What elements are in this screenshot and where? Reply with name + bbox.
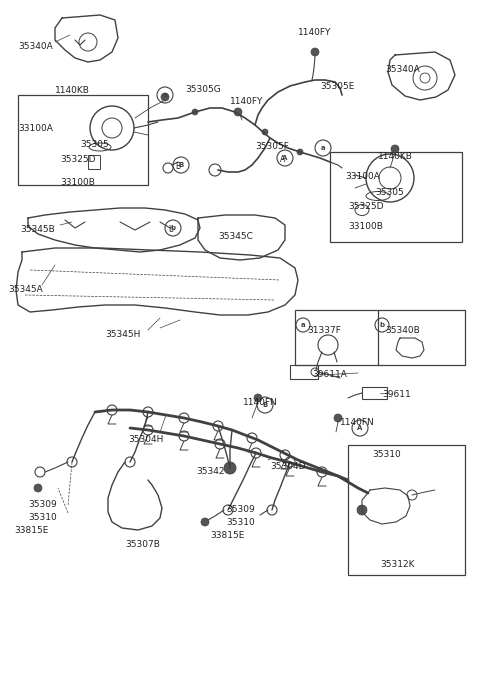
Circle shape [157,87,173,103]
Circle shape [173,157,189,173]
Circle shape [262,129,268,135]
Text: 35305F: 35305F [255,142,289,151]
Text: 1140FN: 1140FN [340,418,375,427]
Circle shape [311,48,319,56]
Bar [362,387,387,399]
Text: B: B [179,162,184,168]
Text: 35312K: 35312K [380,560,415,569]
Text: 35340A: 35340A [18,42,53,51]
Circle shape [375,318,389,332]
Text: 35310: 35310 [372,450,401,459]
Text: 35345H: 35345H [105,330,140,339]
Text: 35304H: 35304H [128,435,163,444]
Text: 35305: 35305 [375,188,404,197]
Bar [88,155,100,169]
Text: b: b [168,225,173,234]
Bar [295,310,465,365]
Text: 1140KB: 1140KB [378,152,413,161]
Bar [348,445,465,575]
Text: 1140FY: 1140FY [298,28,331,37]
Text: A: A [357,425,363,431]
Circle shape [277,150,293,166]
Text: 35345B: 35345B [20,225,55,234]
Text: 35340B: 35340B [385,326,420,335]
Text: 35305: 35305 [80,140,109,149]
Text: 33100A: 33100A [18,124,53,133]
Text: 33100B: 33100B [348,222,383,231]
Text: 33100B: 33100B [60,178,95,187]
Text: 35310: 35310 [28,513,57,522]
Text: 1140FY: 1140FY [230,97,264,106]
Text: 33815E: 33815E [14,526,48,535]
Text: 35342: 35342 [196,467,225,476]
Text: a: a [300,322,305,328]
Circle shape [224,462,236,474]
Text: A: A [282,155,288,161]
Circle shape [334,414,342,422]
Bar [330,152,462,242]
Circle shape [257,397,273,413]
Text: 35304D: 35304D [270,462,305,471]
Circle shape [234,108,242,116]
Text: 35310: 35310 [226,518,255,527]
Text: 35345C: 35345C [218,232,253,241]
Circle shape [297,149,303,155]
Text: 35325D: 35325D [60,155,96,164]
Circle shape [357,505,367,515]
Text: 35345A: 35345A [8,285,43,294]
Text: 33100A: 33100A [345,172,380,181]
Text: A: A [280,155,285,164]
Bar [18,95,148,185]
Text: 35325D: 35325D [348,202,384,211]
Text: 39611: 39611 [382,390,411,399]
Circle shape [352,420,368,436]
Text: 1140FN: 1140FN [243,398,278,407]
Text: a: a [321,145,325,151]
Bar [290,365,318,379]
Text: b: b [379,322,384,328]
Circle shape [391,145,399,153]
Text: 35305G: 35305G [185,85,221,94]
Circle shape [254,394,262,402]
Circle shape [315,140,331,156]
Text: b: b [170,225,176,231]
Text: 39611A: 39611A [312,370,347,379]
Circle shape [201,518,209,526]
Text: 35309: 35309 [28,500,57,509]
Text: 1140KB: 1140KB [55,86,90,95]
Text: B: B [263,402,268,408]
Text: a: a [163,92,168,98]
Text: 35340A: 35340A [385,65,420,74]
Circle shape [161,93,169,101]
Text: 35305E: 35305E [320,82,354,91]
Circle shape [165,220,181,236]
Circle shape [192,109,198,115]
Text: 33815E: 33815E [210,531,244,540]
Text: B: B [175,162,180,171]
Text: 35307B: 35307B [125,540,160,549]
Circle shape [296,318,310,332]
Text: 31337F: 31337F [307,326,341,335]
Circle shape [34,484,42,492]
Text: 35309: 35309 [226,505,255,514]
